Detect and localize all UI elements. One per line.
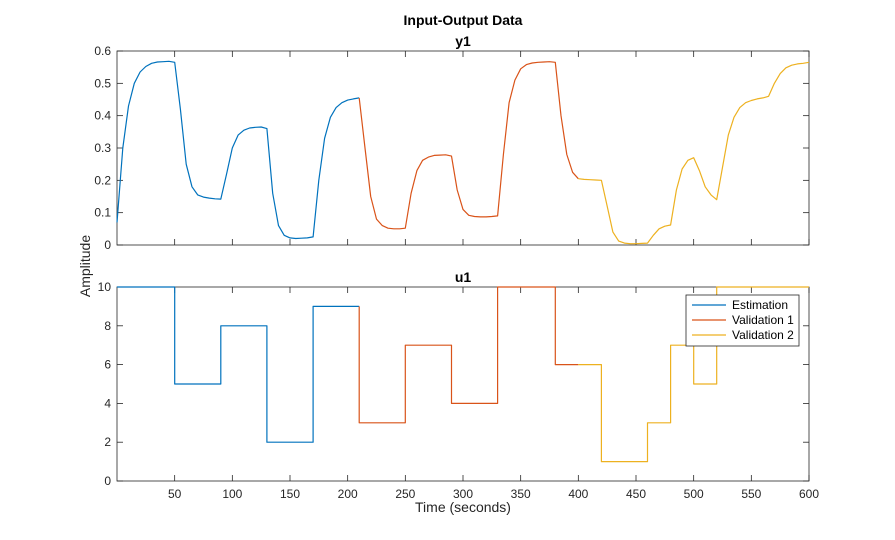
series-line-u1-validation-2 [578,286,809,463]
figure-title: Input-Output Data [404,12,523,28]
y-tick-label-y1: 0.1 [94,206,111,220]
x-tick-label-u1: 300 [453,487,473,501]
data-layer [116,60,810,463]
y-tick-label-u1: 10 [98,280,112,294]
x-axis-label: Time (seconds) [415,499,511,515]
series-line-u1-estimation [117,286,360,443]
x-tick-label-u1: 50 [168,487,182,501]
series-line-y1-validation-1 [358,61,579,230]
legend-label-estimation: Estimation [732,298,788,312]
y-axis-label: Amplitude [77,235,93,297]
x-tick-label-u1: 450 [626,487,646,501]
series-line-y1-validation-2 [578,61,810,245]
x-tick-label-u1: 100 [222,487,242,501]
x-tick-label-u1: 200 [338,487,358,501]
axes-box-y1 [116,50,810,246]
legend-label-validation-2: Validation 2 [732,328,794,342]
y-tick-label-u1: 0 [104,474,111,488]
y-tick-label-y1: 0.6 [94,44,111,58]
panel-title-y1: y1 [455,33,471,49]
y-tick-label-u1: 2 [104,435,111,449]
x-tick-label-u1: 250 [395,487,415,501]
series-line-y1-estimation [116,60,360,240]
x-tick-label-u1: 600 [799,487,819,501]
x-tick-label-u1: 150 [280,487,300,501]
y-tick-label-y1: 0 [104,238,111,252]
x-tick-label-u1: 350 [511,487,531,501]
y-tick-label-y1: 0.3 [94,141,111,155]
y-tick-label-y1: 0.5 [94,76,111,90]
x-tick-label-u1: 500 [684,487,704,501]
y-tick-label-u1: 8 [104,319,111,333]
y-tick-label-y1: 0.4 [94,109,111,123]
y-tick-label-y1: 0.2 [94,173,111,187]
x-tick-label-u1: 550 [741,487,761,501]
y-tick-label-u1: 6 [104,358,111,372]
series-line-u1-validation-1 [358,286,579,424]
y-tick-label-u1: 4 [104,396,111,410]
x-tick-label-u1: 400 [568,487,588,501]
panel-title-u1: u1 [455,269,472,285]
legend-label-validation-1: Validation 1 [732,313,794,327]
